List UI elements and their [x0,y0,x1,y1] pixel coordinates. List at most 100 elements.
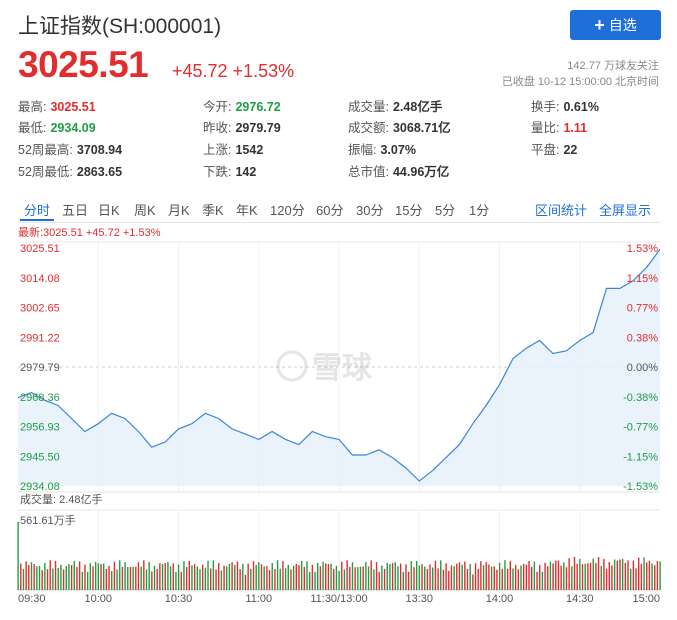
volume-bar [413,567,415,590]
watermark-text: 雪球 [312,351,373,386]
volume-bar [325,563,327,590]
stat-label: 量比: [531,121,560,135]
volume-bar [472,574,474,590]
volume-bar [172,563,174,590]
tab-3[interactable]: 周K [134,203,156,218]
volume-bar [121,566,124,590]
volume-bar [632,560,635,590]
stat-label: 下跌: [203,165,232,179]
volume-bar [638,557,640,590]
volume-bar [140,566,142,590]
add-watchlist-button[interactable]: + 自选 [570,10,661,40]
stat-item: 上涨: 1542 [203,139,263,158]
volume-bar [239,568,241,590]
stat-label: 总市值: [348,165,389,179]
volume-bar [193,564,196,590]
volume-bar [153,565,156,590]
pct-tick-label: -1.15% [623,451,658,463]
price-change: +45.72 +1.53% [172,61,295,81]
volume-bar [180,571,182,590]
tab-12[interactable]: 1分 [469,203,490,218]
volume-bar [234,564,236,590]
tab-5[interactable]: 季K [202,203,224,218]
volume-bar [223,565,225,590]
x-tick-label: 10:30 [165,593,193,605]
pct-tick-label: 0.00% [627,362,658,374]
volume-bar [231,562,233,590]
volume-bar [252,561,255,590]
volume-bar [651,563,653,590]
volume-bar [263,566,265,590]
volume-bar [226,566,228,590]
volume-bar [188,560,190,590]
volume-bar [78,561,81,590]
volume-bar [250,568,252,590]
volume-bar [608,562,610,590]
volume-bar [466,568,469,590]
tab-11[interactable]: 5分 [435,203,456,218]
volume-bar [469,564,471,590]
range-stats-button[interactable]: 区间统计 [535,203,588,218]
volume-bar [640,563,643,590]
volume-bar [119,560,121,590]
tab-10[interactable]: 15分 [395,203,423,218]
volume-bar [498,562,501,590]
stat-label: 今开: [203,100,232,114]
stat-label: 最低: [18,121,47,135]
volume-bar [525,564,528,590]
volume-bar [504,560,506,590]
volume-bar [215,569,217,590]
tab-7[interactable]: 120分 [270,203,305,218]
market-status: 已收盘 10-12 15:00:00 北京时间 [501,76,659,88]
volume-bar [30,562,33,590]
volume-bar [349,566,351,590]
stat-value: 44.96万亿 [392,165,450,179]
volume-bar [539,564,541,590]
volume-bar [410,561,413,590]
x-tick-label: 09:30 [18,593,46,605]
volume-bar [613,559,616,590]
tab-9[interactable]: 30分 [356,203,384,218]
volume-bar [271,562,273,590]
volume-bar [260,564,263,590]
volume-bar [129,566,132,590]
volume-bar [616,560,618,590]
volume-bar [432,567,434,590]
fullscreen-button[interactable]: 全屏显示 [599,203,652,218]
volume-bar [600,565,602,590]
stat-value: 2.48亿手 [392,100,443,114]
volume-bar [236,561,239,590]
tab-6[interactable]: 年K [236,203,258,218]
tab-2[interactable]: 日K [98,203,120,218]
volume-bar [381,565,383,590]
volume-bar [183,561,185,590]
stat-label: 成交量: [348,100,389,114]
stat-value: 3708.94 [76,143,123,157]
volume-bar [54,560,57,590]
volume-bar [322,561,324,590]
volume-bar [346,560,348,590]
volume-bar [442,569,445,590]
volume-bar [338,570,340,590]
tab-1[interactable]: 五日 [62,203,89,218]
stat-item: 成交量: 2.48亿手 [348,96,442,115]
tab-4[interactable]: 月K [168,203,190,218]
tab-8[interactable]: 60分 [316,203,344,218]
volume-bar [557,560,560,590]
volume-bar [597,557,600,590]
volume-bar [247,563,249,590]
volume-bar [204,567,207,590]
volume-bar [73,560,75,590]
volume-bar [362,566,364,590]
stat-value: 3.07% [380,143,416,157]
tab-0[interactable]: 分时 [24,203,51,218]
volume-bar [424,566,426,590]
volume-bar [300,560,303,590]
volume-bar [656,561,659,590]
volume-bar [143,560,145,590]
tabs-divider [18,222,660,223]
volume-bar [461,564,463,590]
volume-bar [415,560,418,590]
volume-bar [552,563,554,590]
